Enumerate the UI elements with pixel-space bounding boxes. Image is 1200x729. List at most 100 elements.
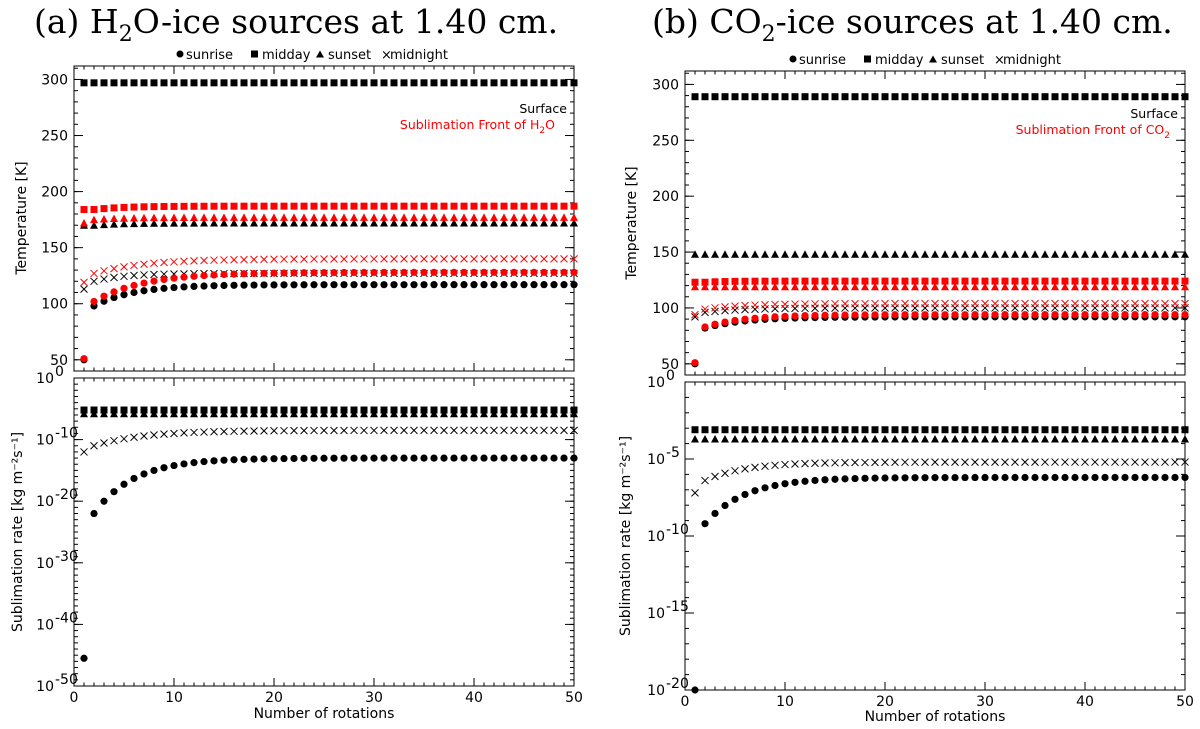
point-midnight-front [701,305,709,313]
point-sunrise [991,473,999,482]
point-midday-surface [500,79,508,87]
point-midday-surface [901,93,909,101]
point-sunset [901,434,909,443]
point-sunset-surface [711,250,719,258]
point-midday [981,426,989,434]
point-sunset [280,409,288,418]
point-sunrise-front [951,311,959,319]
point-sunrise-front [110,288,118,296]
point-midnight-front [480,255,488,263]
point-midday-front [971,277,979,285]
point-sunrise-surface [320,281,328,289]
point-midday-surface [540,79,548,87]
point-midday-front [1171,277,1179,285]
point-midday-front [951,277,959,285]
point-sunrise [470,454,478,462]
point-midnight [540,426,548,435]
point-midday-front [240,202,248,210]
point-midday-surface [1041,93,1049,101]
point-sunset-surface [290,218,298,227]
point-sunrise-surface [180,283,188,291]
point-sunset-surface [140,219,148,227]
point-sunrise-front [1001,311,1009,319]
point-sunset-surface [961,250,969,258]
point-sunrise-front [921,311,929,319]
point-midday-surface [440,79,448,87]
point-sunset-surface [1171,250,1179,258]
legend-midday-marker [251,50,258,58]
point-midday-front [1131,277,1139,285]
y-tick-label: 250 [41,129,68,145]
point-midday-front [490,202,498,210]
point-sunrise-front [1171,311,1179,319]
point-sunrise-surface [130,288,138,297]
point-sunrise-surface [230,281,238,289]
point-sunset-front [390,213,398,221]
point-midnight [340,426,348,435]
point-midday-surface [1061,93,1069,101]
point-midday [751,426,759,434]
point-sunrise-surface [260,281,268,289]
point-sunset-front [1111,282,1119,291]
point-midnight [931,458,939,466]
point-midday-front [721,278,729,286]
point-midday [891,426,899,434]
y-tick-exponent: 0 [55,364,64,380]
y-tick-exponent: -10 [55,426,78,442]
y-tick-label: 100 [41,297,68,313]
point-midnight-front [1041,299,1049,308]
point-sunset [340,409,348,418]
point-midday-surface [1161,93,1169,101]
point-sunrise-surface [290,281,298,289]
point-sunrise [1011,473,1019,482]
point-sunset-front [190,213,198,221]
point-midnight [270,426,278,435]
point-midnight-front [891,299,899,308]
point-sunrise [380,454,388,462]
point-sunset [1041,434,1049,443]
point-sunrise-front [1041,311,1049,319]
point-sunset-surface [1101,250,1109,258]
point-midday-surface [260,79,268,87]
point-sunrise-front [1071,311,1079,319]
point-sunrise-surface [510,281,518,289]
point-midday-surface [751,93,759,101]
y-tick-label: 10 [36,433,54,449]
point-midday-surface [360,79,368,87]
point-midnight-front [1031,299,1039,308]
point-sunset-surface [480,218,488,227]
point-sunrise-front [230,270,238,278]
point-midday-front [821,277,829,285]
point-midday-front [891,277,899,285]
point-sunset-surface [110,220,118,228]
point-sunrise-front [480,268,488,276]
point-sunset [550,409,558,418]
point-sunset [1171,434,1179,443]
point-midday [931,426,939,434]
point-sunset-front [911,282,919,291]
point-sunrise [500,454,508,462]
point-sunset [871,434,879,443]
point-midday-surface [510,79,518,87]
point-sunrise [1031,473,1039,482]
point-midday [1131,426,1139,434]
point-sunrise-front [751,314,759,322]
point-sunset-surface [1001,250,1009,258]
point-sunset-surface [861,250,869,258]
point-sunset-surface [831,250,839,258]
point-sunset-front [991,282,999,291]
y-tick-label: 50 [50,353,68,369]
point-midnight-front [931,299,939,308]
point-midday [1061,426,1069,434]
point-midnight [160,430,168,439]
point-sunrise-surface [150,285,158,294]
point-sunrise-front [450,268,458,276]
point-midnight [731,466,739,475]
point-sunset-front [490,213,498,221]
point-sunset-front [1011,282,1019,291]
point-midday [801,426,809,434]
point-sunrise [570,454,578,462]
point-midday-surface [1001,93,1009,101]
point-sunset-front [1181,282,1189,291]
point-sunset [1141,434,1149,443]
